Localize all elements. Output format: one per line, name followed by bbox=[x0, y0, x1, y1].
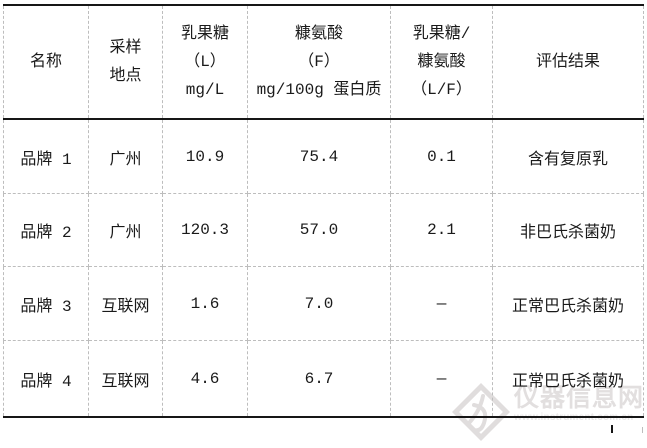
col-header-lactulose-label: 乳果糖 （L） mg/L bbox=[180, 25, 229, 99]
header-row: 名称 采样 地点 乳果糖 （L） mg/L 糠氨酸 （F） mg/100g 蛋白… bbox=[3, 5, 644, 120]
cell-brand2-location: 广州 bbox=[88, 193, 163, 267]
cell-brand4-ratio: — bbox=[390, 340, 493, 418]
table-row-brand3: 品牌 3 互联网 1.6 7.0 — 正常巴氏杀菌奶 bbox=[3, 266, 644, 341]
col-header-sampling-location-label: 采样 地点 bbox=[109, 39, 142, 85]
col-header-evaluation-label: 评估结果 bbox=[535, 53, 600, 71]
cell-brand3-ratio: — bbox=[390, 266, 493, 341]
cell-brand3-furosine: 7.0 bbox=[247, 266, 391, 341]
right-edge-dashed-stub bbox=[642, 427, 643, 433]
cell-brand4-name: 品牌 4 bbox=[3, 340, 89, 418]
cell-brand2-furosine: 57.0 bbox=[247, 193, 391, 267]
cell-brand2-name: 品牌 2 bbox=[3, 193, 89, 267]
col-header-furosine-label: 糠氨酸 （F） mg/100g 蛋白质 bbox=[256, 25, 382, 99]
col-header-sampling-location: 采样 地点 bbox=[88, 5, 163, 120]
cell-brand3-location: 互联网 bbox=[88, 266, 163, 341]
cell-brand1-furosine: 75.4 bbox=[247, 118, 391, 194]
table-row-brand4: 品牌 4 互联网 4.6 6.7 — 正常巴氏杀菌奶 bbox=[3, 340, 644, 418]
cell-brand4-lactulose: 4.6 bbox=[162, 340, 248, 418]
col-header-name: 名称 bbox=[3, 5, 89, 120]
cell-brand2-evaluation: 非巴氏杀菌奶 bbox=[492, 193, 644, 267]
cell-brand4-evaluation: 正常巴氏杀菌奶 bbox=[492, 340, 644, 418]
table-body: 品牌 1 广州 10.9 75.4 0.1 含有复原乳 品牌 2 广州 120.… bbox=[3, 118, 644, 418]
cell-brand1-ratio: 0.1 bbox=[390, 118, 493, 194]
bottom-border-tick bbox=[611, 425, 613, 433]
milk-evaluation-table: 名称 采样 地点 乳果糖 （L） mg/L 糠氨酸 （F） mg/100g 蛋白… bbox=[3, 4, 644, 418]
cell-brand1-name: 品牌 1 bbox=[3, 118, 89, 194]
cell-brand4-location: 互联网 bbox=[88, 340, 163, 418]
cell-brand3-evaluation: 正常巴氏杀菌奶 bbox=[492, 266, 644, 341]
cell-brand3-name: 品牌 3 bbox=[3, 266, 89, 341]
col-header-ratio-label: 乳果糖/ 糠氨酸 （L/F） bbox=[411, 25, 472, 99]
cell-brand4-furosine: 6.7 bbox=[247, 340, 391, 418]
col-header-name-label: 名称 bbox=[29, 53, 62, 71]
col-header-lactulose: 乳果糖 （L） mg/L bbox=[162, 5, 248, 120]
cell-brand1-evaluation: 含有复原乳 bbox=[492, 118, 644, 194]
col-header-evaluation: 评估结果 bbox=[492, 5, 644, 120]
table-header: 名称 采样 地点 乳果糖 （L） mg/L 糠氨酸 （F） mg/100g 蛋白… bbox=[3, 5, 644, 120]
table-row-brand2: 品牌 2 广州 120.3 57.0 2.1 非巴氏杀菌奶 bbox=[3, 193, 644, 267]
cell-brand2-ratio: 2.1 bbox=[390, 193, 493, 267]
cell-brand1-lactulose: 10.9 bbox=[162, 118, 248, 194]
col-header-furosine: 糠氨酸 （F） mg/100g 蛋白质 bbox=[247, 5, 391, 120]
cell-brand3-lactulose: 1.6 bbox=[162, 266, 248, 341]
col-header-ratio: 乳果糖/ 糠氨酸 （L/F） bbox=[390, 5, 493, 120]
cell-brand1-location: 广州 bbox=[88, 118, 163, 194]
milk-evaluation-table-wrap: 名称 采样 地点 乳果糖 （L） mg/L 糠氨酸 （F） mg/100g 蛋白… bbox=[3, 4, 644, 418]
cell-brand2-lactulose: 120.3 bbox=[162, 193, 248, 267]
table-row-brand1: 品牌 1 广州 10.9 75.4 0.1 含有复原乳 bbox=[3, 118, 644, 194]
